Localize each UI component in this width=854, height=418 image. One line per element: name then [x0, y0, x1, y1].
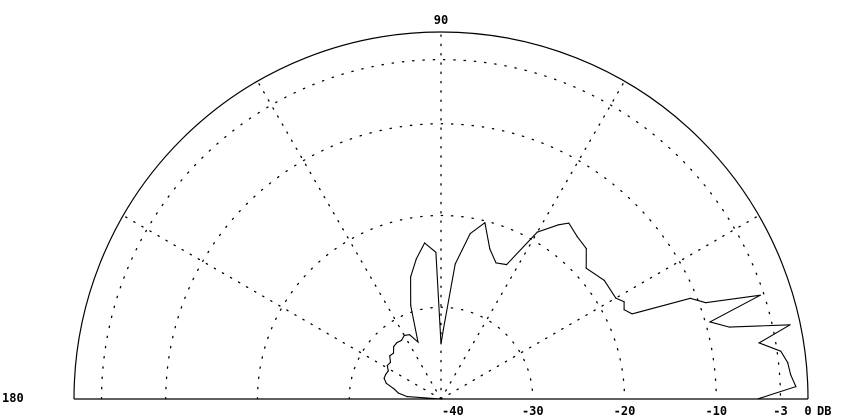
pattern-point	[576, 236, 578, 238]
pattern-point	[705, 302, 707, 304]
pattern-point	[603, 279, 605, 281]
pattern-point	[495, 262, 497, 264]
pattern-point	[759, 294, 762, 296]
pattern-point	[389, 361, 392, 363]
grid-ring-minus10	[165, 123, 717, 400]
pattern-point	[386, 364, 388, 367]
pattern-point	[387, 370, 389, 372]
pattern-point	[393, 345, 395, 348]
pattern-point	[756, 398, 759, 400]
db-tick-label: -30	[522, 404, 544, 418]
pattern-point	[585, 267, 587, 269]
pattern-point	[400, 339, 403, 341]
pattern-point	[440, 343, 442, 345]
angle-label-180: 180	[2, 391, 24, 405]
pattern-point	[409, 334, 411, 336]
pattern-point	[795, 386, 797, 388]
db-tick-label: -10	[705, 404, 727, 418]
radiation-pattern	[383, 221, 797, 400]
pattern-point	[424, 242, 426, 244]
pattern-point	[415, 258, 417, 260]
outer-boundary-arc	[73, 31, 809, 400]
pattern-point	[442, 328, 444, 330]
grid-spoke-150	[122, 214, 442, 400]
pattern-point	[397, 392, 399, 394]
pattern-point	[709, 321, 711, 323]
angle-label-90: 90	[434, 13, 448, 27]
pattern-point	[585, 247, 587, 250]
pattern-point	[392, 352, 395, 354]
pattern-point	[389, 355, 391, 357]
grid-spoke-60	[440, 80, 626, 400]
pattern-point	[410, 305, 412, 307]
db-tick-label: -40	[442, 404, 464, 418]
pattern-point	[469, 233, 471, 235]
pattern-point	[484, 222, 486, 224]
pattern-point	[417, 341, 419, 343]
db-tick-label: 0	[804, 404, 811, 418]
pattern-point	[506, 264, 508, 266]
pattern-point	[568, 222, 570, 224]
pattern-point	[454, 263, 456, 265]
pattern-series-line	[383, 221, 797, 400]
pattern-point	[623, 309, 625, 311]
pattern-point	[396, 342, 398, 344]
pattern-point	[403, 334, 405, 336]
pattern-point	[489, 248, 491, 250]
grid-spoke-120	[256, 80, 442, 400]
pattern-point	[435, 251, 437, 253]
pattern-point	[787, 362, 789, 364]
pattern-point	[385, 382, 387, 384]
pattern-point	[790, 374, 792, 376]
pattern-point	[728, 326, 731, 328]
pattern-point	[789, 324, 791, 326]
pattern-point	[440, 398, 442, 400]
pattern-point	[393, 388, 395, 390]
pattern-point	[557, 224, 560, 226]
pattern-point	[758, 342, 760, 344]
db-tick-label: -20	[614, 404, 636, 418]
pattern-point	[615, 297, 617, 299]
db-tick-label: -3	[773, 404, 787, 418]
pattern-point	[410, 276, 412, 278]
db-unit-label: DB	[817, 404, 831, 418]
pattern-point	[385, 373, 387, 375]
pattern-point	[536, 231, 538, 233]
pattern-point	[623, 301, 625, 303]
pattern-point	[780, 350, 782, 352]
chart-labels: 90 180 DB -40 -30 -20 -10 -3 0	[2, 13, 831, 418]
pattern-point	[406, 396, 408, 398]
pattern-point	[689, 297, 691, 299]
grid-ring-minus30	[348, 306, 534, 400]
grid-ring-minus20	[256, 214, 626, 400]
pattern-point	[631, 313, 633, 315]
pattern-point	[383, 377, 385, 379]
polar-grid	[100, 31, 782, 400]
